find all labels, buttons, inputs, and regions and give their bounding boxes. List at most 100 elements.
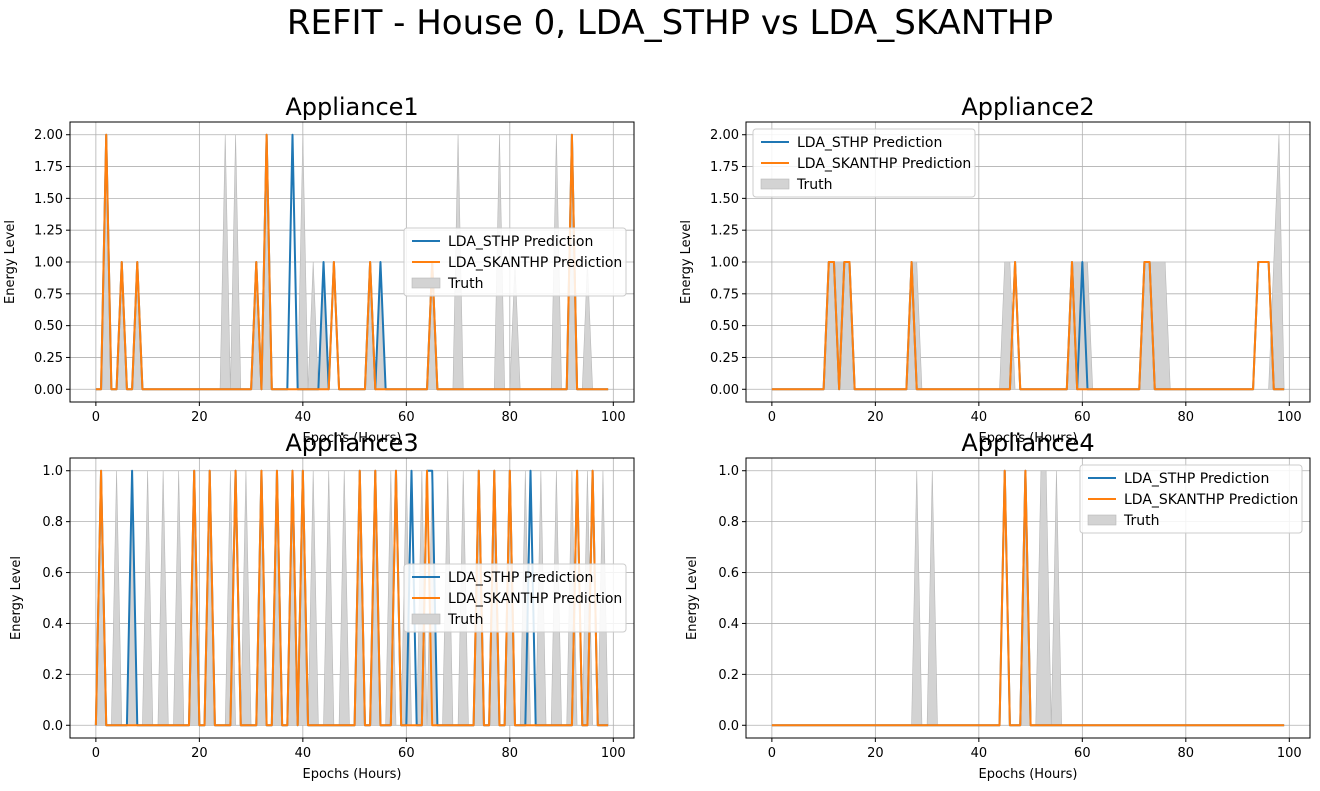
- legend: LDA_STHP Prediction LDA_SKANTHP Predictio…: [403, 227, 627, 297]
- y-axis-label: Energy Level: [9, 556, 24, 640]
- axes-frame: [69, 457, 635, 739]
- y-tick-label: 0.75: [710, 287, 739, 302]
- y-tick-label: 0.25: [34, 351, 63, 366]
- x-tick-label: 80: [502, 746, 519, 761]
- y-tick-label: 0.0: [718, 719, 739, 734]
- skanthp-prediction-line: [771, 261, 1285, 391]
- legend-swatch-truth: [760, 178, 790, 190]
- y-tick-label: 1.0: [718, 464, 739, 479]
- chart-title: Appliance1: [285, 93, 418, 121]
- legend-label: LDA_SKANTHP Prediction: [1124, 492, 1298, 508]
- y-tick-label: 0.75: [34, 287, 63, 302]
- legend-box: [752, 128, 976, 198]
- y-tick-label: 0.6: [718, 566, 739, 581]
- x-tick-label: 0: [92, 746, 100, 761]
- legend-label: LDA_STHP Prediction: [1124, 471, 1269, 487]
- legend-swatch-truth: [1087, 514, 1117, 526]
- legend-box: [1079, 464, 1303, 534]
- legend-label: LDA_STHP Prediction: [448, 234, 593, 250]
- skanthp-prediction-line: [94, 469, 609, 727]
- x-tick-label: 20: [191, 410, 208, 425]
- legend-label: Truth: [447, 612, 484, 628]
- x-tick-label: 40: [295, 410, 312, 425]
- y-tick-label: 0.4: [718, 617, 739, 632]
- y-axis-label: Energy Level: [3, 220, 18, 304]
- legend: LDA_STHP Prediction LDA_SKANTHP Predictio…: [1079, 464, 1303, 534]
- skanthp-prediction-line: [771, 469, 1285, 727]
- legend-box: [403, 227, 627, 297]
- y-tick-label: 1.50: [710, 192, 739, 207]
- x-tick-label: 60: [398, 410, 415, 425]
- x-tick-label: 20: [867, 746, 884, 761]
- legend-label: LDA_SKANTHP Prediction: [448, 591, 622, 607]
- x-axis-label: Epochs (Hours): [979, 767, 1078, 782]
- figure-title: REFIT - House 0, LDA_STHP vs LDA_SKANTHP: [287, 3, 1053, 43]
- y-tick-label: 0.25: [710, 351, 739, 366]
- y-tick-label: 0.2: [718, 668, 739, 683]
- legend-label: LDA_STHP Prediction: [448, 570, 593, 586]
- chart-panel-4: Appliance4 0 20 40 60 80 100 0.0 0.2 0.4 0.6 0.8 1.0…: [685, 429, 1311, 782]
- x-tick-label: 20: [191, 746, 208, 761]
- y-tick-label: 1.0: [42, 464, 63, 479]
- legend-label: LDA_SKANTHP Prediction: [797, 156, 971, 172]
- x-tick-label: 60: [398, 746, 415, 761]
- x-tick-label: 80: [1178, 746, 1195, 761]
- legend-box: [403, 563, 627, 633]
- y-tick-label: 1.25: [34, 224, 63, 239]
- y-tick-label: 1.50: [34, 192, 63, 207]
- chart-panel-2: Appliance2 0 20 40 60 80 100 0.00 0.25 0.50 0.75 1.…: [679, 93, 1311, 446]
- x-tick-label: 60: [1074, 410, 1091, 425]
- x-tick-label: 20: [867, 410, 884, 425]
- y-tick-label: 0.0: [42, 719, 63, 734]
- legend-label: LDA_STHP Prediction: [797, 135, 942, 151]
- legend-label: Truth: [796, 177, 833, 193]
- x-axis-label: Epochs (Hours): [303, 431, 402, 446]
- chart-title: Appliance2: [961, 93, 1094, 121]
- y-tick-label: 0.8: [718, 515, 739, 530]
- chart-title: Appliance3: [285, 429, 418, 457]
- chart-title: Appliance4: [961, 429, 1094, 457]
- y-tick-label: 0.00: [34, 383, 63, 398]
- y-tick-label: 1.75: [710, 160, 739, 175]
- legend-label: Truth: [1123, 513, 1160, 529]
- legend-swatch-truth: [411, 277, 441, 289]
- x-tick-label: 100: [601, 410, 626, 425]
- y-tick-label: 2.00: [34, 128, 63, 143]
- y-tick-label: 1.00: [34, 256, 63, 271]
- axes-frame: [745, 457, 1311, 739]
- x-tick-label: 100: [1277, 746, 1302, 761]
- x-tick-label: 100: [1277, 410, 1302, 425]
- y-tick-label: 0.50: [34, 319, 63, 334]
- x-tick-label: 80: [1178, 410, 1195, 425]
- y-tick-label: 1.75: [34, 160, 63, 175]
- y-tick-label: 1.00: [710, 256, 739, 271]
- y-tick-label: 0.6: [42, 566, 63, 581]
- y-tick-label: 0.8: [42, 515, 63, 530]
- legend-label: LDA_SKANTHP Prediction: [448, 255, 622, 271]
- x-tick-label: 40: [295, 746, 312, 761]
- x-tick-label: 40: [971, 746, 988, 761]
- legend: LDA_STHP Prediction LDA_SKANTHP Predictio…: [403, 563, 627, 633]
- y-tick-label: 0.50: [710, 319, 739, 334]
- skanthp-prediction-line: [95, 133, 609, 391]
- x-axis-label: Epochs (Hours): [303, 767, 402, 782]
- y-tick-label: 0.4: [42, 617, 63, 632]
- x-tick-label: 0: [768, 746, 776, 761]
- chart-panel-1: Appliance1 0 20 40 60 80 100 0.00 0.25 0.50 0.75 1.…: [3, 93, 635, 446]
- y-tick-label: 0.2: [42, 668, 63, 683]
- x-axis-label: Epochs (Hours): [979, 431, 1078, 446]
- x-tick-label: 0: [92, 410, 100, 425]
- y-tick-label: 0.00: [710, 383, 739, 398]
- x-tick-label: 0: [768, 410, 776, 425]
- x-tick-label: 40: [971, 410, 988, 425]
- y-tick-label: 2.00: [710, 128, 739, 143]
- legend-swatch-truth: [411, 613, 441, 625]
- legend: LDA_STHP Prediction LDA_SKANTHP Predictio…: [752, 128, 976, 198]
- x-tick-label: 80: [502, 410, 519, 425]
- chart-panel-3: Appliance3 0 20 40 60 80 100 0.0 0.2 0.4 0.6 0.8 1.0…: [9, 429, 635, 782]
- y-axis-label: Energy Level: [685, 556, 700, 640]
- x-tick-label: 100: [601, 746, 626, 761]
- y-tick-label: 1.25: [710, 224, 739, 239]
